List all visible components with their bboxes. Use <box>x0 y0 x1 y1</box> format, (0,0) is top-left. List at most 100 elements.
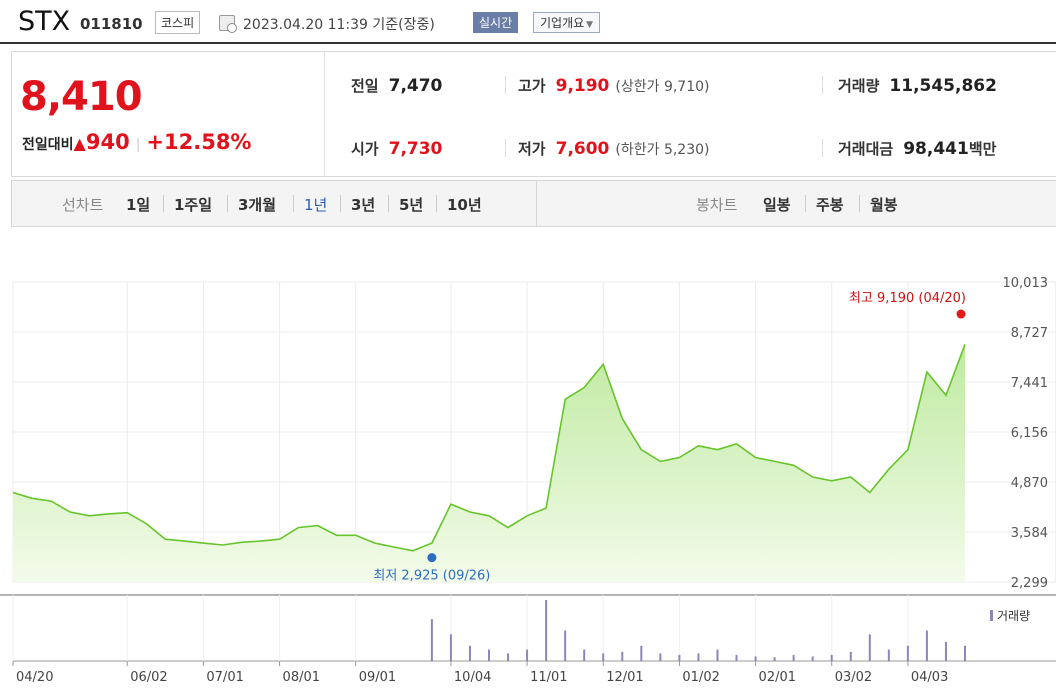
stat-amount-label: 거래대금 <box>838 140 894 158</box>
volume-bar <box>925 630 928 661</box>
line-chart-label: 선차트 <box>62 196 104 214</box>
volume-legend-swatch <box>990 610 993 621</box>
volume-bar <box>868 634 871 661</box>
low-annotation: 최저 2,925 (09/26) <box>373 569 490 584</box>
period-tab-3y[interactable]: 3년 <box>351 196 376 214</box>
volume-bar <box>773 657 776 661</box>
candle-tab-weekly[interactable]: 주봉 <box>816 196 844 214</box>
stat-separator <box>505 139 506 157</box>
tab-separator <box>388 195 389 212</box>
realtime-button[interactable]: 실시간 <box>473 12 519 33</box>
high-marker <box>956 309 966 319</box>
chart-tabs: 선차트 1일 1주일 3개월 1년 3년 5년 10년 봉차트 일봉 주봉 월봉 <box>11 180 1056 227</box>
period-tab-1w[interactable]: 1주일 <box>174 196 213 214</box>
x-tick-label: 11/01 <box>530 670 567 685</box>
volume-bar <box>621 651 624 661</box>
stat-high-label: 고가 <box>518 77 546 95</box>
volume-bar <box>964 645 966 661</box>
low-marker <box>427 553 437 563</box>
price-divider <box>324 52 325 176</box>
volume-bar <box>906 645 909 661</box>
x-tick-label: 12/01 <box>606 670 643 685</box>
tab-separator <box>805 195 806 212</box>
stat-upper-limit: (상한가 9,710) <box>615 79 710 95</box>
market-badge: 코스피 <box>155 11 201 34</box>
price-chart: 10,013 8,727 7,441 6,156 4,870 3,584 2,299 거래량… <box>0 276 1056 685</box>
stat-volume: 거래량 11,545,862 <box>838 75 997 96</box>
stat-open-label: 시가 <box>351 140 379 158</box>
volume-bar <box>602 653 605 661</box>
volume-bar <box>754 656 757 661</box>
x-tick-label: 04/20 <box>16 670 53 685</box>
stat-separator <box>505 76 506 94</box>
volume-bar <box>716 649 719 661</box>
stat-lower-limit: (하한가 5,230) <box>615 142 710 158</box>
volume-bar <box>507 653 510 661</box>
volume-bar <box>640 645 643 661</box>
volume-bar <box>735 654 738 661</box>
x-tick-label: 09/01 <box>359 670 396 685</box>
company-overview-dropdown[interactable]: 기업개요 ▼ <box>533 12 601 33</box>
volume-bar <box>545 600 548 661</box>
y-tick-label: 10,013 <box>1003 276 1049 291</box>
stat-high-value: 9,190 <box>555 76 610 96</box>
stat-low-label: 저가 <box>518 140 546 158</box>
timestamp: 2023.04.20 11:39 기준(장중) <box>243 17 435 33</box>
candle-chart-label: 봉차트 <box>696 196 738 214</box>
tab-separator <box>859 195 860 212</box>
company-overview-label: 기업개요 <box>540 16 585 30</box>
volume-bar <box>811 656 814 661</box>
x-tick-label: 04/03 <box>911 670 948 685</box>
price-summary: 8,410 전일대비▲940 | +12.58% 전일 7,470 고가 9,190 (상… <box>11 51 1056 177</box>
stat-prev-value: 7,470 <box>388 76 443 96</box>
volume-bar <box>526 649 529 661</box>
tab-separator <box>436 195 437 212</box>
period-tab-10y[interactable]: 10년 <box>447 196 482 214</box>
x-tick-label: 07/01 <box>206 670 243 685</box>
period-tab-3m[interactable]: 3개월 <box>238 196 277 214</box>
volume-bar <box>697 653 700 661</box>
stat-separator <box>822 76 823 94</box>
change-separator: | <box>135 137 141 153</box>
tabs-divider <box>536 181 537 226</box>
period-tab-1d[interactable]: 1일 <box>126 196 151 214</box>
stat-open: 시가 7,730 <box>351 138 442 159</box>
change-percent: +12.58% <box>146 130 252 154</box>
stat-amount-unit: 백만 <box>968 140 997 158</box>
x-tick-label: 01/02 <box>682 670 719 685</box>
stat-amount-value: 98,441 <box>903 139 969 159</box>
stat-separator <box>822 139 823 157</box>
x-tick-label: 08/01 <box>283 670 320 685</box>
y-tick-label: 4,870 <box>1011 476 1048 491</box>
candle-tab-daily[interactable]: 일봉 <box>763 196 791 214</box>
volume-bar <box>564 630 567 661</box>
stat-prev-label: 전일 <box>351 77 379 95</box>
change-amount: 940 <box>85 130 130 154</box>
stat-low-value: 7,600 <box>555 139 610 159</box>
y-tick-label: 8,727 <box>1011 326 1048 341</box>
stock-code: 011810 <box>80 15 143 33</box>
calendar-clock-icon <box>219 15 237 33</box>
x-tick-label: 10/04 <box>454 670 491 685</box>
candle-tab-monthly[interactable]: 월봉 <box>870 196 898 214</box>
price-line <box>12 344 966 552</box>
tab-separator <box>227 195 228 212</box>
y-tick-label: 2,299 <box>1011 576 1048 591</box>
y-tick-label: 3,584 <box>1011 526 1048 541</box>
x-tick-label: 03/02 <box>835 670 872 685</box>
stat-low: 저가 7,600 (하한가 5,230) <box>518 138 709 159</box>
volume-bar <box>449 634 452 661</box>
volume-bar <box>488 649 490 661</box>
volume-bar <box>468 645 471 661</box>
period-tab-5y[interactable]: 5년 <box>399 196 424 214</box>
stat-volume-label: 거래량 <box>838 77 880 95</box>
stat-volume-value: 11,545,862 <box>889 76 997 96</box>
y-tick-label: 6,156 <box>1011 426 1048 441</box>
stat-prev: 전일 7,470 <box>351 75 442 96</box>
period-tab-1y[interactable]: 1년 <box>304 196 328 214</box>
price-change: 전일대비▲940 | +12.58% <box>22 130 251 154</box>
tab-separator <box>340 195 341 212</box>
price-area-fill <box>13 344 965 582</box>
volume-bar <box>887 649 890 661</box>
current-price: 8,410 <box>20 74 143 120</box>
